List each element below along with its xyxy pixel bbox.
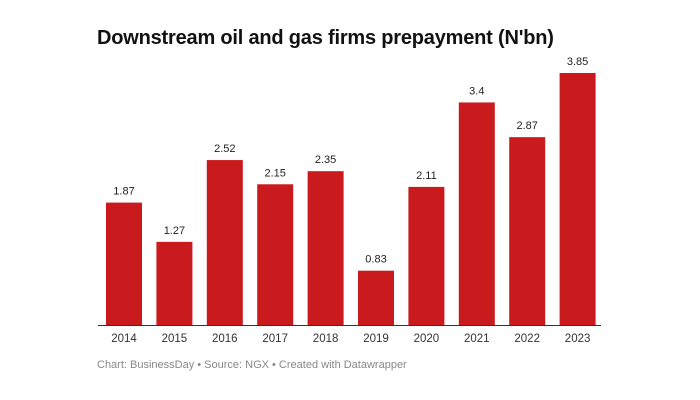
data-label-2016: 2.52 — [214, 143, 235, 155]
chart-footer: Chart: BusinessDay • Source: NGX • Creat… — [97, 359, 407, 371]
data-label-2015: 1.27 — [164, 225, 185, 237]
bar-2021 — [458, 102, 495, 325]
data-label-2023: 3.85 — [567, 56, 588, 68]
x-tick-label-2015: 2015 — [162, 333, 188, 345]
data-label-2022: 2.87 — [516, 120, 537, 132]
bar-2019 — [358, 270, 394, 325]
bar-2015 — [156, 241, 193, 325]
bar-2018 — [307, 171, 344, 325]
x-tick-label-2018: 2018 — [313, 333, 339, 345]
data-label-2018: 2.35 — [315, 154, 336, 166]
x-tick-label-2019: 2019 — [363, 333, 389, 345]
x-tick-label-2022: 2022 — [514, 333, 540, 345]
data-label-2017: 2.15 — [264, 167, 285, 179]
bar-2017 — [257, 184, 294, 325]
x-tick-label-2014: 2014 — [111, 333, 137, 345]
bar-2020 — [408, 186, 445, 325]
data-label-2020: 2.11 — [416, 170, 437, 182]
data-label-2019: 0.83 — [365, 254, 386, 266]
bar-2023 — [559, 73, 596, 325]
x-tick-label-2023: 2023 — [565, 333, 591, 345]
bar-2014 — [106, 202, 142, 325]
chart-title: Downstream oil and gas firms prepayment … — [97, 27, 554, 49]
bar-2022 — [509, 137, 546, 325]
x-tick-label-2016: 2016 — [212, 333, 238, 345]
bar-2016 — [206, 160, 243, 325]
data-label-2021: 3.4 — [469, 85, 484, 97]
data-label-2014: 1.87 — [113, 186, 134, 198]
x-tick-label-2017: 2017 — [262, 333, 288, 345]
x-tick-label-2020: 2020 — [414, 333, 440, 345]
x-tick-label-2021: 2021 — [464, 333, 490, 345]
